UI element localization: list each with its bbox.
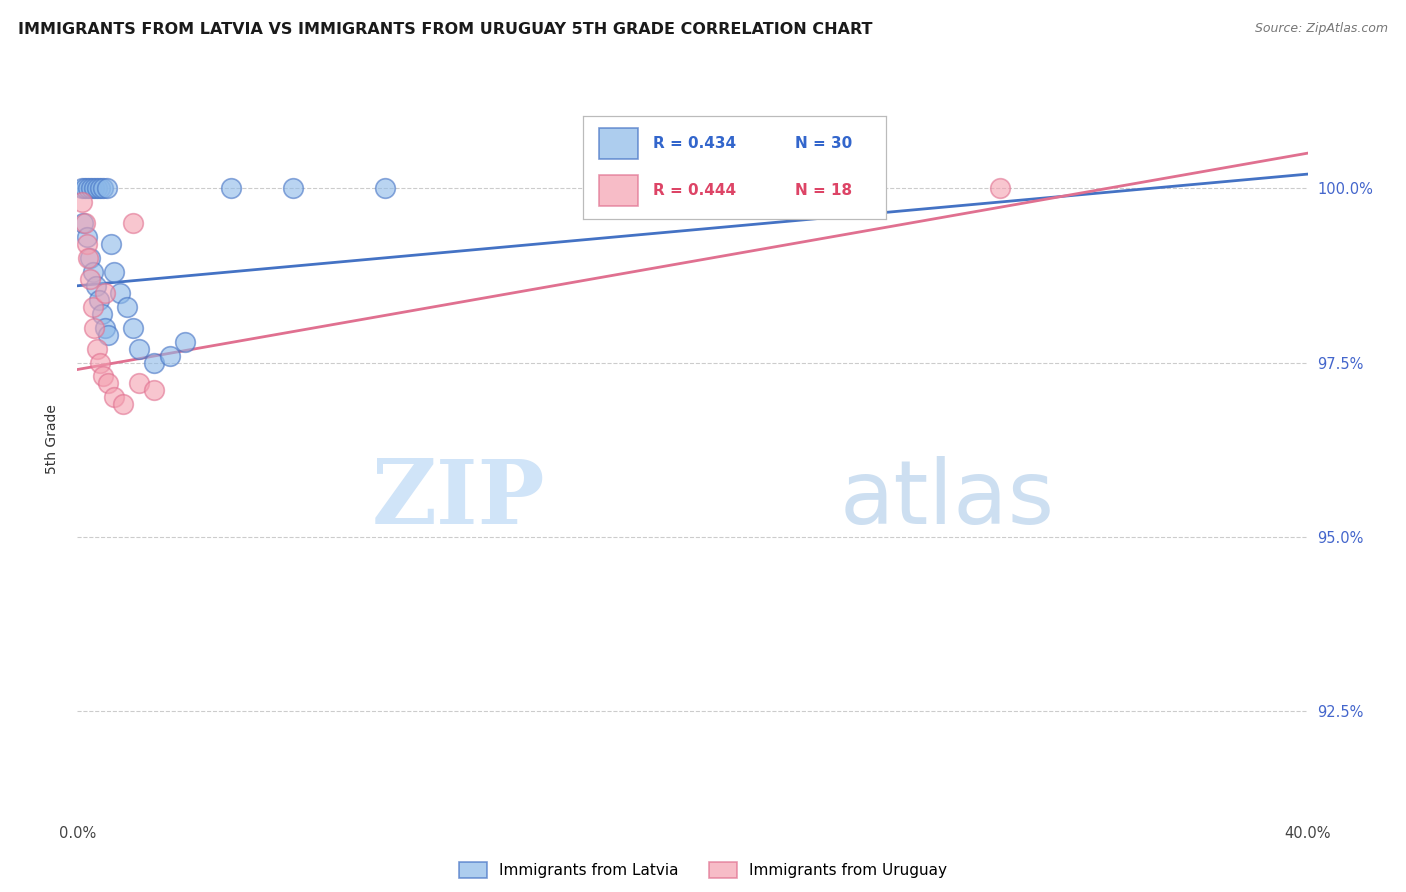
Text: ZIP: ZIP bbox=[371, 456, 546, 543]
Point bbox=[100, 236, 122, 251]
Text: Source: ZipAtlas.com: Source: ZipAtlas.com bbox=[1254, 22, 1388, 36]
Point bbox=[374, 181, 396, 195]
Y-axis label: 5th Grade: 5th Grade bbox=[45, 404, 59, 475]
Point bbox=[86, 342, 108, 356]
Point bbox=[87, 293, 110, 307]
Point bbox=[89, 355, 111, 369]
Point bbox=[70, 194, 93, 209]
Point bbox=[988, 181, 1011, 195]
Point bbox=[112, 397, 135, 411]
Point bbox=[96, 181, 118, 195]
Text: IMMIGRANTS FROM LATVIA VS IMMIGRANTS FROM URUGUAY 5TH GRADE CORRELATION CHART: IMMIGRANTS FROM LATVIA VS IMMIGRANTS FRO… bbox=[18, 22, 873, 37]
Point bbox=[115, 300, 138, 314]
Point bbox=[110, 285, 132, 300]
Point bbox=[86, 181, 108, 195]
Point bbox=[82, 300, 104, 314]
Point bbox=[159, 349, 181, 363]
Point bbox=[77, 181, 100, 195]
Point bbox=[79, 251, 101, 265]
Point bbox=[83, 181, 105, 195]
Point bbox=[94, 320, 117, 334]
Text: atlas: atlas bbox=[841, 456, 1056, 543]
Point bbox=[90, 307, 114, 321]
Point bbox=[93, 369, 115, 384]
Bar bbox=[599, 176, 638, 206]
Point bbox=[281, 181, 304, 195]
Point bbox=[72, 216, 94, 230]
Point bbox=[76, 230, 98, 244]
Point bbox=[219, 181, 242, 195]
Point bbox=[103, 391, 125, 405]
Point bbox=[174, 334, 197, 349]
Point bbox=[128, 342, 150, 356]
Point bbox=[97, 327, 120, 342]
Point bbox=[103, 265, 125, 279]
Legend: Immigrants from Latvia, Immigrants from Uruguay: Immigrants from Latvia, Immigrants from … bbox=[453, 856, 953, 884]
Point bbox=[80, 181, 103, 195]
Point bbox=[76, 236, 98, 251]
Point bbox=[89, 181, 111, 195]
Point bbox=[83, 320, 105, 334]
Bar bbox=[599, 128, 638, 159]
Text: R = 0.434: R = 0.434 bbox=[652, 136, 737, 151]
Point bbox=[143, 355, 166, 369]
Point bbox=[73, 216, 96, 230]
Point bbox=[93, 181, 115, 195]
Point bbox=[79, 272, 101, 286]
Point bbox=[143, 384, 166, 398]
Point bbox=[73, 181, 96, 195]
Point bbox=[97, 376, 120, 391]
Text: N = 30: N = 30 bbox=[796, 136, 852, 151]
Point bbox=[121, 320, 143, 334]
Text: N = 18: N = 18 bbox=[796, 184, 852, 198]
Point bbox=[128, 376, 150, 391]
Text: R = 0.444: R = 0.444 bbox=[652, 184, 737, 198]
Point bbox=[84, 278, 107, 293]
Point bbox=[94, 285, 117, 300]
Point bbox=[70, 181, 93, 195]
Point bbox=[121, 216, 143, 230]
Point bbox=[82, 265, 104, 279]
Point bbox=[77, 251, 100, 265]
